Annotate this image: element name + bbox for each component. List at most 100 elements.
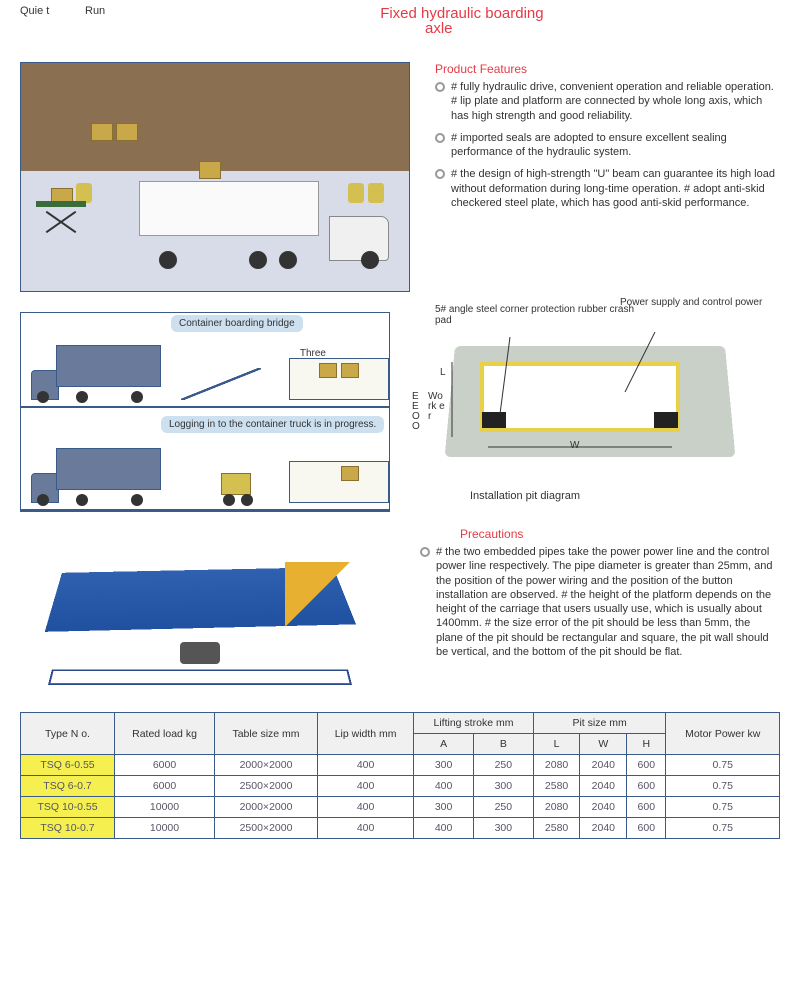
bullet-icon [435, 82, 445, 92]
callout-label: Container boarding bridge [171, 315, 303, 332]
features-column: Product Features # fully hydraulic drive… [435, 62, 780, 292]
cell-size: 2000×2000 [215, 797, 318, 818]
precautions-title: Precautions [460, 527, 780, 541]
th-stroke-a: A [414, 734, 474, 755]
precaution-item: # the two embedded pipes take the power … [420, 545, 780, 659]
cell-h: 600 [627, 776, 666, 797]
cell-h: 600 [627, 818, 666, 839]
cell-kw: 0.75 [666, 776, 780, 797]
dim-W: W [570, 440, 579, 451]
cell-type: TSQ 6-0.55 [21, 755, 115, 776]
th-stroke-b: B [473, 734, 533, 755]
cell-load: 10000 [115, 818, 215, 839]
cell-type: TSQ 10-0.7 [21, 818, 115, 839]
cell-type: TSQ 6-0.7 [21, 776, 115, 797]
cell-a: 300 [414, 755, 474, 776]
section-precautions: Precautions # the two embedded pipes tak… [20, 527, 780, 697]
cell-a: 300 [414, 797, 474, 818]
th-pit-h: H [627, 734, 666, 755]
pit-diagram: L W E E O O Wo rk e r [410, 332, 750, 482]
th-type: Type N o. [21, 713, 115, 755]
feature-item: # the design of high-strength "U" beam c… [435, 167, 780, 210]
cell-b: 250 [473, 797, 533, 818]
page-title-line2: axle [425, 20, 780, 37]
callout-label: Three [292, 345, 334, 362]
illustration-container-loading: Container boarding bridge Three Logging … [20, 312, 390, 512]
th-motor: Motor Power kw [666, 713, 780, 755]
cell-kw: 0.75 [666, 755, 780, 776]
cell-kw: 0.75 [666, 797, 780, 818]
cell-type: TSQ 10-0.55 [21, 797, 115, 818]
bullet-icon [435, 169, 445, 179]
th-size: Table size mm [215, 713, 318, 755]
dim-L: L [440, 367, 446, 378]
feature-item: # fully hydraulic drive, convenient oper… [435, 80, 780, 123]
features-title: Product Features [435, 62, 780, 76]
cell-l: 2580 [533, 776, 580, 797]
cell-b: 250 [473, 755, 533, 776]
pit-caption: Installation pit diagram [470, 490, 780, 502]
cell-b: 300 [473, 776, 533, 797]
scissor-lift-icon [36, 201, 86, 241]
run-label: Run [85, 5, 105, 22]
quiet-label: Quie t [20, 5, 80, 22]
specifications-table: Type N o. Rated load kg Table size mm Li… [20, 712, 780, 839]
th-lip: Lip width mm [318, 713, 414, 755]
th-stroke: Lifting stroke mm [414, 713, 533, 734]
cell-h: 600 [627, 797, 666, 818]
dim-side: E E O O [412, 392, 422, 432]
cell-l: 2080 [533, 797, 580, 818]
pit-power-label: Power supply and control power [620, 297, 780, 308]
pit-diagram-column: 5# angle steel corner protection rubber … [410, 312, 780, 512]
cell-load: 6000 [115, 776, 215, 797]
cell-w: 2040 [580, 776, 627, 797]
cell-l: 2080 [533, 755, 580, 776]
cell-w: 2040 [580, 797, 627, 818]
cell-w: 2040 [580, 818, 627, 839]
product-image-dock-leveler [20, 527, 400, 697]
cell-size: 2500×2000 [215, 818, 318, 839]
cell-lip: 400 [318, 755, 414, 776]
cell-a: 400 [414, 776, 474, 797]
pit-pad-label: 5# angle steel corner protection rubber … [435, 304, 635, 326]
bullet-icon [435, 133, 445, 143]
cell-kw: 0.75 [666, 818, 780, 839]
cell-load: 6000 [115, 755, 215, 776]
truck-icon [31, 448, 171, 503]
cell-load: 10000 [115, 797, 215, 818]
feature-text: # imported seals are adopted to ensure e… [451, 131, 780, 160]
section-diagrams: Container boarding bridge Three Logging … [20, 312, 780, 512]
cell-lip: 400 [318, 818, 414, 839]
cell-lip: 400 [318, 797, 414, 818]
feature-text: # fully hydraulic drive, convenient oper… [451, 80, 780, 123]
forklift-icon [221, 473, 271, 503]
precautions-column: Precautions # the two embedded pipes tak… [420, 527, 780, 697]
feature-text: # the design of high-strength "U" beam c… [451, 167, 780, 210]
header-row: Quie t Run Fixed hydraulic boarding [20, 0, 780, 22]
table-row: TSQ 6-0.7 6000 2500×2000 400 400 300 258… [21, 776, 780, 797]
table-row: TSQ 10-0.55 10000 2000×2000 400 300 250 … [21, 797, 780, 818]
feature-item: # imported seals are adopted to ensure e… [435, 131, 780, 160]
cell-h: 600 [627, 755, 666, 776]
illustration-loading-dock [20, 62, 410, 292]
section-features: Product Features # fully hydraulic drive… [20, 62, 780, 292]
table-row: TSQ 10-0.7 10000 2500×2000 400 400 300 2… [21, 818, 780, 839]
th-pit: Pit size mm [533, 713, 666, 734]
cell-a: 400 [414, 818, 474, 839]
table-row: TSQ 6-0.55 6000 2000×2000 400 300 250 20… [21, 755, 780, 776]
cell-w: 2040 [580, 755, 627, 776]
callout-label: Logging in to the container truck is in … [161, 416, 384, 433]
th-load: Rated load kg [115, 713, 215, 755]
truck-icon [139, 181, 389, 261]
th-pit-l: L [533, 734, 580, 755]
truck-icon [31, 345, 171, 400]
page-title-line1: Fixed hydraulic boarding [380, 5, 543, 22]
cell-size: 2500×2000 [215, 776, 318, 797]
precaution-text: # the two embedded pipes take the power … [436, 545, 780, 659]
cell-b: 300 [473, 818, 533, 839]
cell-l: 2580 [533, 818, 580, 839]
cell-size: 2000×2000 [215, 755, 318, 776]
cell-lip: 400 [318, 776, 414, 797]
th-pit-w: W [580, 734, 627, 755]
dim-work: Wo rk e r [428, 392, 448, 422]
